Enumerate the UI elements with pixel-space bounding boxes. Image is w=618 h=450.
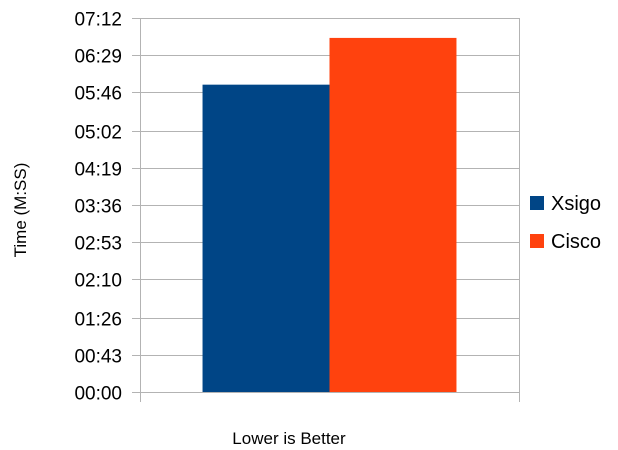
y-tick-label: 00:43 bbox=[74, 347, 122, 368]
bars bbox=[202, 37, 457, 392]
y-tick-label: 07:12 bbox=[74, 10, 122, 31]
y-tick-label: 01:26 bbox=[74, 310, 122, 331]
legend-swatch-xsigo bbox=[530, 196, 544, 210]
y-tick-label: 06:29 bbox=[74, 47, 122, 68]
y-tick-label: 03:36 bbox=[74, 197, 122, 218]
legend-swatch-cisco bbox=[530, 234, 544, 248]
legend: Xsigo Cisco bbox=[530, 193, 601, 253]
x-axis-category-label: Lower is Better bbox=[232, 429, 346, 448]
bar-cisco bbox=[329, 37, 457, 392]
legend-label-xsigo: Xsigo bbox=[551, 193, 601, 215]
y-tick-labels: 00:00 00:43 01:26 02:10 02:53 03:36 04:19 05:02… bbox=[74, 10, 122, 405]
y-axis-label: Time (M:SS) bbox=[11, 163, 30, 258]
y-tick-label: 02:10 bbox=[74, 271, 122, 292]
y-tick-label: 00:00 bbox=[74, 384, 122, 405]
bar-xsigo bbox=[202, 84, 330, 392]
y-tick-label: 04:19 bbox=[74, 160, 122, 181]
y-tick-label: 05:02 bbox=[74, 123, 122, 144]
y-tick-label: 02:53 bbox=[74, 234, 122, 255]
axes bbox=[140, 18, 520, 402]
legend-label-cisco: Cisco bbox=[551, 231, 601, 253]
y-tick-label: 05:46 bbox=[74, 84, 122, 105]
